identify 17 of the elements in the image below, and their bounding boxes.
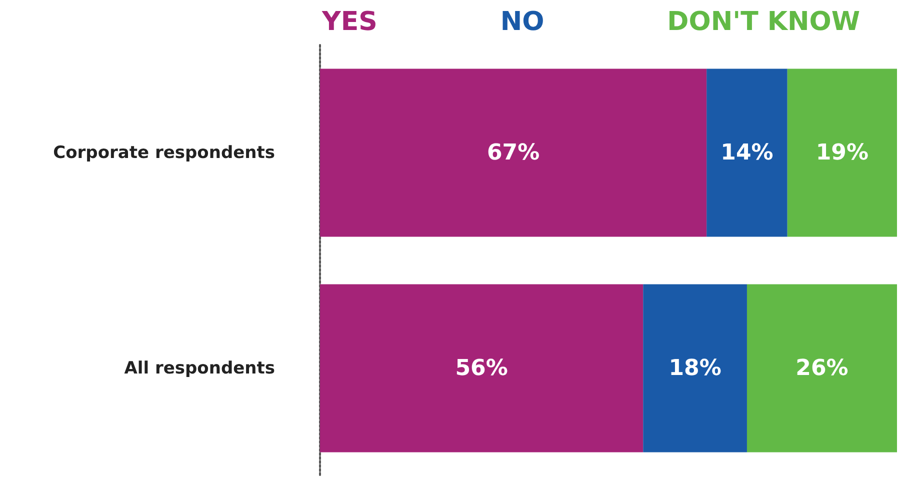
- data-label: 14%: [720, 140, 774, 166]
- series-label: DON'T KNOW: [667, 7, 860, 37]
- series-label: YES: [321, 7, 378, 37]
- bar: [706, 68, 788, 237]
- bar: [320, 284, 644, 452]
- data-label: 56%: [455, 356, 508, 381]
- data-label: 18%: [668, 356, 722, 381]
- y-tick-label: Corporate respondents: [53, 142, 275, 163]
- data-label: 19%: [816, 140, 869, 166]
- y-tick-label: All respondents: [124, 358, 275, 378]
- bar: [320, 68, 707, 237]
- data-label: 26%: [796, 356, 848, 381]
- data-label: 67%: [486, 140, 540, 166]
- bar: [643, 284, 747, 452]
- bar: [787, 68, 897, 237]
- text: NO: [500, 7, 544, 37]
- bar: [746, 284, 897, 452]
